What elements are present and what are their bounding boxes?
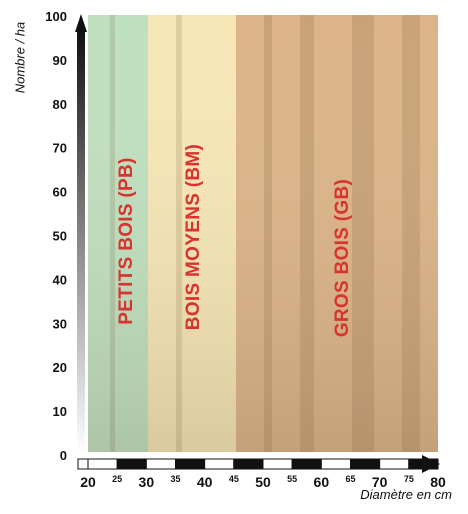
x-axis-segment — [350, 458, 381, 470]
x-major-tick-label: 70 — [372, 474, 388, 490]
y-axis-arrowhead — [75, 14, 87, 32]
x-major-tick-label: 30 — [139, 474, 155, 490]
tree-trunks-decor — [110, 15, 420, 452]
x-axis-segment — [87, 458, 118, 470]
x-axis-title: Diamètre en cm — [360, 487, 452, 502]
y-tick-label: 100 — [45, 9, 67, 24]
x-axis-segment — [379, 458, 410, 470]
x-major-tick-label: 60 — [314, 474, 330, 490]
x-minor-tick-label: 65 — [345, 474, 355, 484]
x-axis-segment — [204, 458, 235, 470]
y-axis-bar — [77, 30, 85, 454]
x-axis-segment — [320, 458, 352, 470]
x-axis-segment — [262, 458, 293, 470]
x-minor-tick-label: 25 — [112, 474, 122, 484]
x-axis-arrowhead — [422, 455, 440, 473]
x-axis-segment — [175, 458, 206, 470]
y-tick-label: 10 — [53, 404, 67, 419]
y-tick-label: 0 — [60, 448, 67, 463]
y-tick-label: 60 — [53, 185, 67, 200]
x-minor-tick-label: 45 — [229, 474, 239, 484]
y-tick-label: 80 — [53, 97, 67, 112]
x-major-tick-label: 40 — [197, 474, 213, 490]
y-tick-label: 50 — [53, 229, 67, 244]
x-major-tick-label: 20 — [80, 474, 96, 490]
zone-label-gb: GROS BOIS (GB) — [332, 178, 353, 338]
y-tick-label: 70 — [53, 141, 67, 156]
x-axis-segment — [116, 458, 147, 470]
y-tick-label: 40 — [53, 272, 67, 287]
y-tick-label: 20 — [53, 360, 67, 375]
x-axis-origin-block — [77, 458, 89, 470]
x-axis-segment — [233, 458, 264, 470]
x-major-tick-label: 50 — [255, 474, 271, 490]
zone-label-pb: PETITS BOIS (PB) — [116, 157, 137, 325]
x-minor-tick-label: 75 — [404, 474, 414, 484]
x-minor-tick-label: 55 — [287, 474, 297, 484]
x-minor-tick-label: 35 — [170, 474, 180, 484]
y-tick-label: 30 — [53, 316, 67, 331]
y-axis-title: Nombre / ha — [12, 21, 28, 94]
x-axis-segment — [291, 458, 322, 470]
y-tick-label: 90 — [53, 53, 67, 68]
x-axis-segment — [145, 458, 176, 470]
x-axis-bar — [77, 458, 439, 470]
forest-photo-overlay — [88, 15, 438, 452]
x-major-tick-label: 80 — [430, 474, 446, 490]
zone-label-bm: BOIS MOYENS (BM) — [183, 143, 204, 331]
x-tick-labels: 20 30 40 50 60 70 80 25 35 45 55 65 75 — [80, 474, 446, 490]
y-tick-labels: 0 10 20 30 40 50 60 70 80 90 100 — [45, 9, 67, 463]
